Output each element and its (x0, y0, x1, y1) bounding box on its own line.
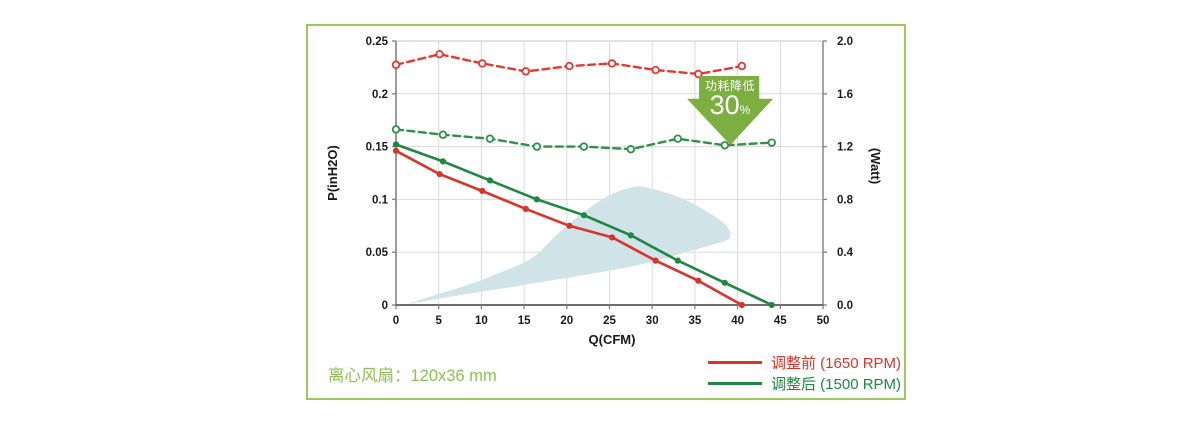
chart-area: 0 5 10 15 20 25 30 35 40 45 50 0 0.05 0.1 0.15 0.2 0.25 0… (308, 26, 904, 398)
legend-row-after: 调整后 (1500 RPM) (708, 373, 901, 394)
svg-text:1.6: 1.6 (837, 89, 853, 101)
legend: 调整前 (1650 RPM) 调整后 (1500 RPM) (708, 352, 901, 394)
data-series (391, 50, 776, 309)
series-2 (392, 147, 745, 309)
badge-percent-value: 30 (709, 90, 740, 120)
svg-text:15: 15 (518, 315, 531, 327)
series-3 (392, 141, 775, 309)
svg-text:45: 45 (774, 315, 787, 327)
svg-text:1.2: 1.2 (837, 142, 853, 154)
fan-curve-chart: 0 5 10 15 20 25 30 35 40 45 50 0 0.05 0.1 0.15 0.2 0.25 0… (325, 36, 883, 347)
legend-label-after: 调整后 (1500 RPM) (771, 376, 902, 393)
badge-caption: 功耗降低 (704, 79, 755, 93)
svg-text:35: 35 (689, 315, 702, 327)
fan-size-label: 离心风扇：120x36 mm (328, 367, 497, 385)
svg-text:0.0: 0.0 (837, 300, 853, 312)
legend-line-before (708, 361, 762, 364)
svg-text:5: 5 (435, 315, 442, 327)
svg-text:30: 30 (646, 315, 659, 327)
legend-row-before: 调整前 (1650 RPM) (708, 352, 901, 373)
svg-text:20: 20 (560, 315, 573, 327)
operating-region-blob (404, 186, 731, 305)
series-0 (391, 50, 747, 79)
svg-text:2.0: 2.0 (837, 36, 853, 48)
svg-text:0.4: 0.4 (837, 247, 854, 259)
fan-performance-card: 0 5 10 15 20 25 30 35 40 45 50 0 0.05 0.1 0.15 0.2 0.25 0… (306, 24, 906, 400)
svg-text:40: 40 (731, 315, 744, 327)
svg-text:50: 50 (817, 315, 830, 327)
svg-text:0.15: 0.15 (366, 142, 389, 154)
badge-value-row: 30% (709, 90, 751, 122)
y-axis-title-right: (Watt) (868, 148, 883, 184)
svg-text:0: 0 (393, 315, 399, 327)
badge-percent-sign: % (739, 103, 751, 117)
x-axis-title: Q(CFM) (589, 332, 636, 347)
y-axis-title-left: P(inH2O) (325, 145, 340, 201)
series-1 (391, 125, 776, 154)
svg-text:0.25: 0.25 (366, 36, 389, 48)
legend-line-after (708, 382, 762, 385)
svg-text:10: 10 (475, 315, 488, 327)
svg-text:0.1: 0.1 (372, 194, 389, 206)
svg-text:0.05: 0.05 (366, 247, 389, 259)
svg-text:0.2: 0.2 (372, 89, 388, 101)
legend-label-before: 调整前 (1650 RPM) (771, 355, 902, 372)
svg-text:25: 25 (603, 315, 616, 327)
svg-text:0: 0 (382, 300, 388, 312)
tick-labels: 0 5 10 15 20 25 30 35 40 45 50 0 0.05 0.1 0.15 0.2 0.25 0… (366, 36, 854, 327)
svg-text:0.8: 0.8 (837, 194, 854, 206)
plot-frame (392, 40, 827, 309)
